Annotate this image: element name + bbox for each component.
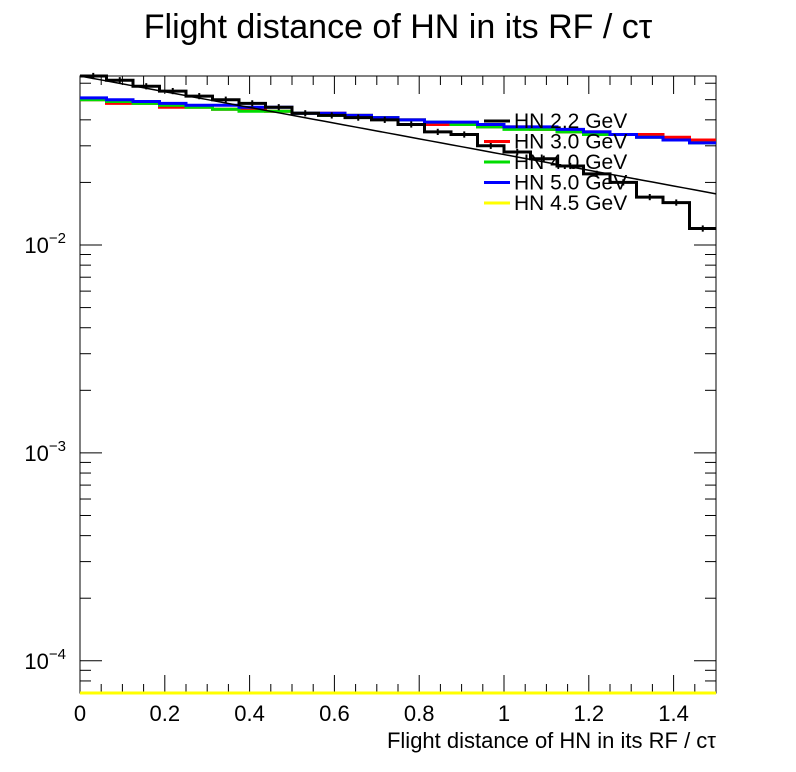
x-axis-title: Flight distance of HN in its RF / cτ [387, 728, 716, 753]
x-tick-label: 0 [74, 701, 86, 726]
x-tick-label: 1.2 [574, 701, 605, 726]
legend-label: HN 2.2 GeV [514, 110, 627, 133]
y-tick-label: 10−2 [24, 230, 66, 258]
x-tick-label: 0.4 [234, 701, 265, 726]
legend-label: HN 4.0 GeV [514, 151, 627, 174]
x-tick-label: 0.2 [150, 701, 181, 726]
x-tick-label: 1 [498, 701, 510, 726]
legend-label: HN 4.5 GeV [514, 192, 627, 215]
series-layer [79, 72, 717, 695]
chart-title: Flight distance of HN in its RF / cτ [144, 8, 653, 46]
x-tick-label: 0.6 [319, 701, 350, 726]
x-tick-label: 1.4 [658, 701, 689, 726]
legend-label: HN 5.0 GeV [514, 172, 627, 195]
fit-curve [79, 75, 717, 195]
y-tick-label: 10−4 [24, 646, 66, 674]
axis-ticks: 0 0.2 0.4 0.6 0.8 1 1.2 1.4 10−2 10−3 10−4 [24, 76, 717, 726]
y-tick-label: 10−3 [24, 438, 66, 466]
legend-label: HN 3.0 GeV [514, 131, 627, 154]
x-tick-label: 0.8 [404, 701, 435, 726]
